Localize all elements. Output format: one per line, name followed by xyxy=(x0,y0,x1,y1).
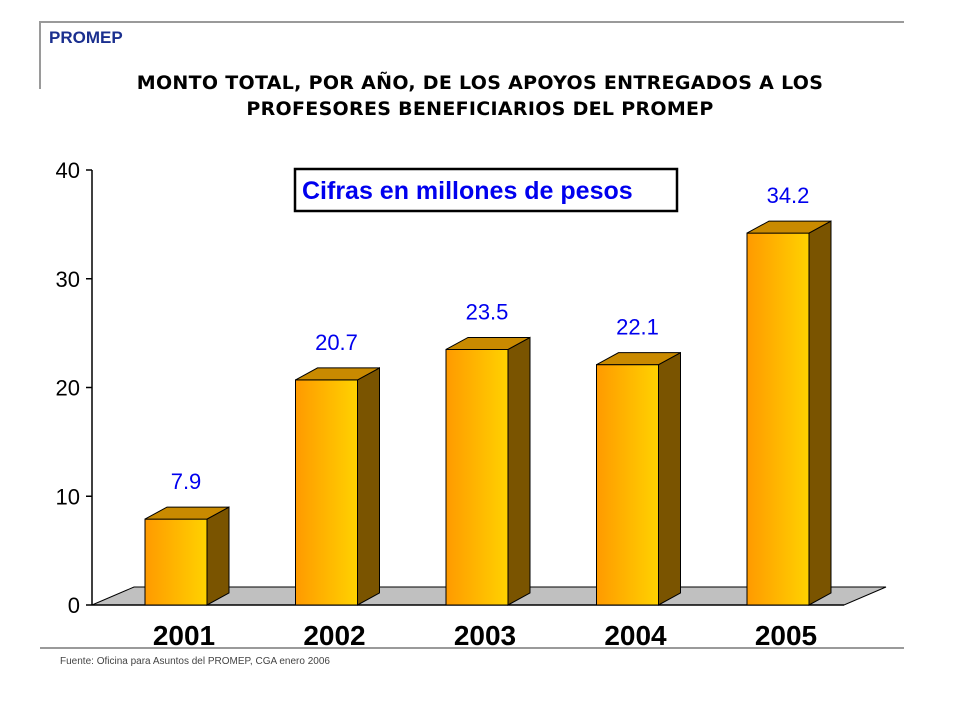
units-note-box xyxy=(293,167,679,213)
bar-2002 xyxy=(295,379,358,606)
frame-bottom-rule xyxy=(40,647,904,649)
data-label-2004: 22.1 xyxy=(616,315,659,340)
bar-2003 xyxy=(445,348,509,606)
units-note: Cifras en millones de pesos xyxy=(302,177,633,205)
bar-2001 xyxy=(144,518,208,606)
category-label-2002: 2002 xyxy=(303,620,365,651)
frame-left-rule xyxy=(39,21,41,89)
bar-side-2001 xyxy=(206,506,230,606)
frame-top-rule xyxy=(40,21,904,23)
data-label-2005: 34.2 xyxy=(767,183,810,208)
y-tick-label: 0 xyxy=(68,593,80,618)
bar-top-2004 xyxy=(596,352,681,366)
bar-top-2001 xyxy=(144,506,230,520)
bar-top-2003 xyxy=(445,336,531,350)
bar-2005 xyxy=(746,232,810,606)
chart-title: MONTO TOTAL, POR AÑO, DE LOS APOYOS ENTR… xyxy=(80,70,880,122)
bar-side-2002 xyxy=(357,367,380,606)
category-label-2005: 2005 xyxy=(755,620,817,651)
bar-side-2003 xyxy=(507,336,531,606)
bar-2004 xyxy=(596,364,659,606)
category-label-2001: 2001 xyxy=(153,620,215,651)
y-tick-label: 20 xyxy=(56,376,80,401)
data-label-2003: 23.5 xyxy=(466,299,509,324)
data-label-2001: 7.9 xyxy=(171,469,202,494)
bar-top-2002 xyxy=(295,367,380,381)
chart-title-line-1: MONTO TOTAL, POR AÑO, DE LOS APOYOS ENTR… xyxy=(136,72,824,94)
y-tick-label: 10 xyxy=(56,484,80,509)
bar-side-2004 xyxy=(658,351,681,606)
y-tick-label: 30 xyxy=(56,267,80,292)
brand-label: PROMEP xyxy=(49,28,123,47)
chart-title-line-2: PROFESORES BENEFICIARIOS DEL PROMEP xyxy=(246,98,714,120)
data-label-2002: 20.7 xyxy=(315,330,358,355)
bar-side-2005 xyxy=(808,220,832,606)
category-label-2004: 2004 xyxy=(604,620,667,651)
y-tick-label: 40 xyxy=(56,158,80,183)
source-note: Fuente: Oficina para Asuntos del PROMEP,… xyxy=(60,656,330,667)
category-label-2003: 2003 xyxy=(454,620,516,651)
bar-top-2005 xyxy=(746,220,832,234)
